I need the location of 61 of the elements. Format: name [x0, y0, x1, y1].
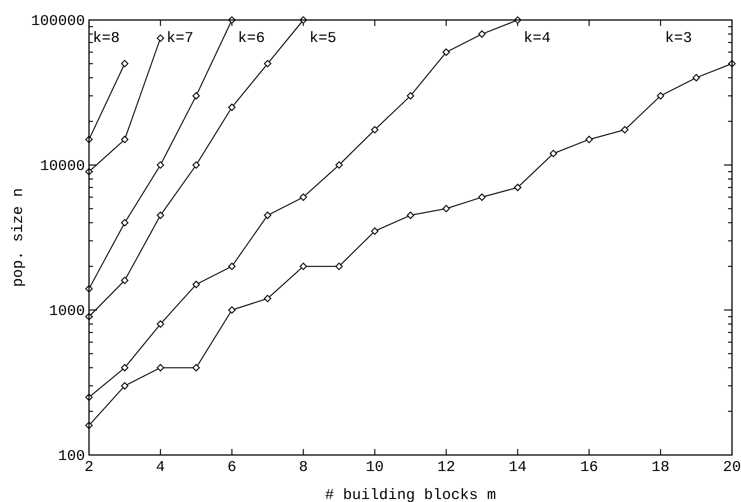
legend-label: k=6 [238, 30, 265, 47]
x-tick-label: 20 [722, 459, 741, 476]
point [192, 280, 200, 288]
point [121, 219, 128, 226]
point [406, 92, 414, 100]
point [371, 227, 378, 235]
x-tick-label: 8 [298, 459, 308, 476]
point [121, 136, 128, 144]
x-tick-label: 2 [84, 459, 94, 476]
y-tick-label: 10000 [40, 158, 85, 175]
legend-label: k=7 [166, 30, 194, 47]
y-axis-title: pop. size n [10, 188, 27, 288]
point [335, 262, 343, 270]
point [406, 212, 414, 219]
point [156, 212, 164, 219]
x-tick-label: 16 [580, 459, 598, 476]
point [156, 34, 164, 42]
point [550, 150, 558, 158]
y-tick-label: 100 [58, 448, 85, 465]
point [228, 262, 236, 270]
point [656, 92, 664, 100]
point [478, 193, 486, 201]
point [121, 276, 128, 284]
point [121, 382, 128, 390]
point [692, 74, 700, 82]
legend-label: k=4 [524, 30, 551, 47]
point [121, 60, 128, 68]
point [228, 104, 236, 111]
x-tick-label: 4 [156, 459, 165, 476]
point [192, 92, 200, 100]
legend-label: k=3 [664, 30, 692, 47]
point [156, 161, 164, 169]
point [121, 364, 128, 372]
point [192, 161, 200, 169]
point [300, 262, 308, 270]
x-tick-label: 14 [508, 459, 527, 476]
point [442, 48, 450, 56]
y-tick-label: 100000 [30, 13, 85, 30]
x-tick-label: 6 [227, 459, 236, 476]
point [192, 364, 200, 372]
point [335, 161, 343, 169]
y-tick-label: 1000 [48, 303, 85, 320]
point [228, 306, 236, 314]
x-tick-label: 12 [437, 459, 456, 476]
point [264, 294, 272, 302]
point [156, 364, 164, 372]
point [442, 204, 450, 212]
point [585, 136, 593, 144]
point [621, 126, 629, 134]
series-label: k=8 [92, 30, 120, 47]
point [514, 184, 522, 192]
point [264, 212, 272, 219]
legend-label: k=5 [309, 30, 336, 47]
point [264, 60, 272, 68]
point [478, 30, 486, 38]
x-tick-label: 18 [652, 459, 670, 476]
point [371, 126, 378, 134]
point [300, 193, 308, 201]
x-tick-label: 10 [366, 459, 384, 476]
x-axis-title: # building blocks m [324, 487, 496, 502]
point [156, 320, 164, 328]
